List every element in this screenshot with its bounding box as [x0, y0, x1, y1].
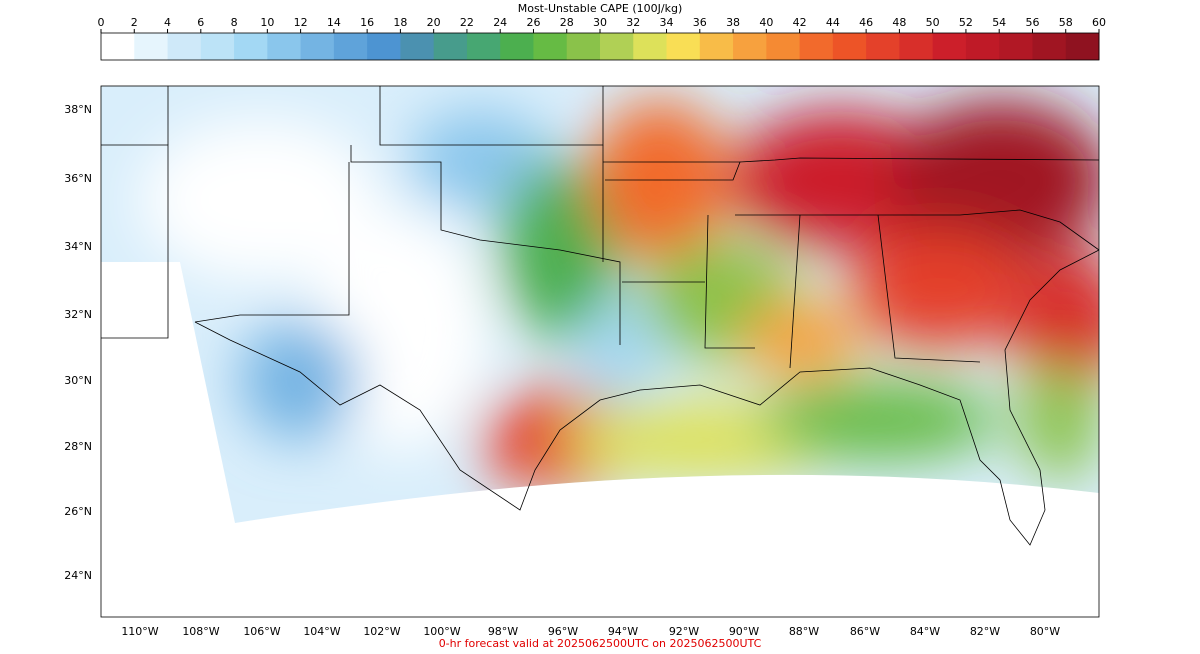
lon-label: 102°W — [363, 625, 400, 638]
colorbar-swatch — [999, 33, 1033, 60]
colorbar-swatch — [533, 33, 568, 60]
colorbar-swatch — [733, 33, 767, 60]
colorbar-tick-label: 26 — [526, 16, 540, 29]
lat-label: 38°N — [64, 103, 92, 116]
colorbar-swatch — [500, 33, 534, 60]
colorbar-swatch — [566, 33, 601, 60]
colorbar-tick-label: 40 — [759, 16, 773, 29]
lon-label: 106°W — [243, 625, 280, 638]
colorbar-swatch — [866, 33, 900, 60]
colorbar-tick-label: 44 — [826, 16, 840, 29]
colorbar-swatch — [267, 33, 302, 60]
colorbar-tick-label: 16 — [360, 16, 374, 29]
colorbar-swatch — [167, 33, 202, 60]
cape-field — [101, 86, 1099, 523]
colorbar-tick-label: 12 — [294, 16, 308, 29]
lon-label: 94°W — [608, 625, 638, 638]
colorbar-tick-label: 36 — [693, 16, 707, 29]
lon-label: 98°W — [488, 625, 518, 638]
colorbar-tick-label: 6 — [197, 16, 204, 29]
colorbar-tick-label: 20 — [427, 16, 441, 29]
colorbar-swatch — [899, 33, 934, 60]
lon-label: 82°W — [970, 625, 1000, 638]
colorbar-swatch — [400, 33, 435, 60]
colorbar-swatch — [466, 33, 501, 60]
colorbar-tick-label: 34 — [660, 16, 674, 29]
colorbar-tick-label: 52 — [959, 16, 973, 29]
lon-label: 80°W — [1030, 625, 1060, 638]
lon-label: 84°W — [910, 625, 940, 638]
colorbar-tick-label: 18 — [393, 16, 407, 29]
colorbar-swatch — [300, 33, 335, 60]
colorbar-title: Most-Unstable CAPE (100J/kg) — [518, 2, 683, 15]
colorbar-swatch — [932, 33, 967, 60]
colorbar-swatch — [101, 33, 135, 60]
colorbar-tick-label: 4 — [164, 16, 171, 29]
colorbar-tick-label: 14 — [327, 16, 341, 29]
colorbar-swatch — [134, 33, 169, 60]
lat-label: 30°N — [64, 374, 92, 387]
lat-label: 32°N — [64, 308, 92, 321]
lon-label: 110°W — [121, 625, 158, 638]
lat-label: 34°N — [64, 240, 92, 253]
colorbar-tick-label: 24 — [493, 16, 507, 29]
axis-labels: 38°N 36°N 34°N 32°N 30°N 28°N 26°N 24°N 110°W 108… — [64, 103, 1060, 638]
colorbar-swatch — [965, 33, 1000, 60]
colorbar-tick-label: 2 — [131, 16, 138, 29]
lon-label: 104°W — [303, 625, 340, 638]
lat-label: 36°N — [64, 172, 92, 185]
lon-label: 88°W — [789, 625, 819, 638]
lat-label: 24°N — [64, 569, 92, 582]
lat-label: 28°N — [64, 440, 92, 453]
colorbar-tick-label: 22 — [460, 16, 474, 29]
colorbar-tick-label: 50 — [926, 16, 940, 29]
colorbar-swatch — [333, 33, 368, 60]
lon-label: 90°W — [729, 625, 759, 638]
colorbar-swatch — [1065, 33, 1100, 60]
colorbar-tick-label: 58 — [1059, 16, 1073, 29]
colorbar-swatch — [600, 33, 634, 60]
colorbar-swatch — [200, 33, 235, 60]
colorbar-tick-label: 48 — [892, 16, 906, 29]
colorbar-tick-label: 28 — [560, 16, 574, 29]
colorbar-tick-label: 56 — [1025, 16, 1039, 29]
colorbar-tick-label: 42 — [793, 16, 807, 29]
colorbar-swatch — [799, 33, 834, 60]
colorbar-tick-label: 8 — [231, 16, 238, 29]
colorbar-swatch — [1032, 33, 1067, 60]
lon-label: 92°W — [669, 625, 699, 638]
colorbar-tick-label: 38 — [726, 16, 740, 29]
colorbar-tick-label: 10 — [260, 16, 274, 29]
colorbar-tick-label: 30 — [593, 16, 607, 29]
colorbar-swatch — [234, 33, 268, 60]
footer: 0-hr forecast valid at 2025062500UTC on … — [439, 637, 762, 650]
colorbar-tick-label: 0 — [98, 16, 105, 29]
boundaries — [101, 86, 1100, 546]
colorbar-swatch — [367, 33, 401, 60]
lon-label: 96°W — [548, 625, 578, 638]
lon-label: 100°W — [423, 625, 460, 638]
colorbar-tick-label: 46 — [859, 16, 873, 29]
colorbar-tick-label: 32 — [626, 16, 640, 29]
colorbar-swatch — [699, 33, 734, 60]
colorbar-swatch — [433, 33, 468, 60]
colorbar-swatch — [766, 33, 801, 60]
map-frame — [100, 85, 1100, 618]
lon-label: 108°W — [182, 625, 219, 638]
colorbar-tick-label: 54 — [992, 16, 1006, 29]
lon-label: 86°W — [850, 625, 880, 638]
colorbar-tick-label: 60 — [1092, 16, 1106, 29]
colorbar-swatch — [666, 33, 701, 60]
lat-label: 26°N — [64, 505, 92, 518]
colorbar-swatch — [633, 33, 668, 60]
colorbar-swatch — [832, 33, 867, 60]
colorbar: 0 2 4 6 8 10 12 14 16 18 20 22 24 26 28 30 32 34 36 38 40 42 4… — [98, 16, 1106, 61]
